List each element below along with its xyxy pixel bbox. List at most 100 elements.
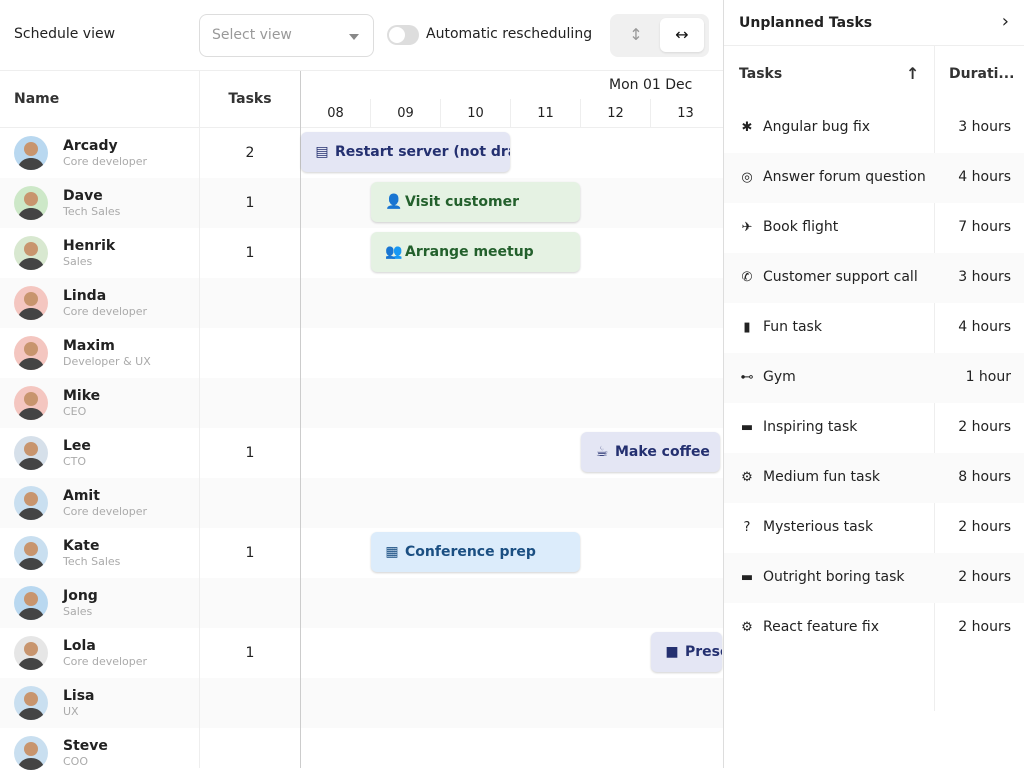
event-bar[interactable]: ▤ Restart server (not dra (301, 132, 510, 172)
resource-name: Kate (63, 538, 100, 554)
resource-row[interactable]: Maxim Developer & UX (0, 328, 724, 378)
task-duration: 2 hours (958, 569, 1011, 585)
unplanned-task-row[interactable]: ⚙ React feature fix 2 hours (724, 603, 1024, 653)
unplanned-task-row[interactable]: ⚙ Medium fun task 8 hours (724, 453, 1024, 503)
hour-header: 10 (440, 99, 510, 128)
unplanned-task-row[interactable]: ✆ Customer support call 3 hours (724, 253, 1024, 303)
task-duration: 4 hours (958, 169, 1011, 185)
unplanned-task-row[interactable]: ✱ Angular bug fix 3 hours (724, 103, 1024, 153)
toolbar: Schedule view Select view Automatic resc… (0, 0, 724, 71)
unplanned-task-row[interactable]: ⊷ Gym 1 hour (724, 353, 1024, 403)
resource-name: Jong (63, 588, 98, 604)
life-ring-icon: ◎ (741, 170, 753, 185)
avatar (14, 586, 48, 620)
task-duration: 3 hours (958, 119, 1011, 135)
unplanned-task-row[interactable]: ▮ Fun task 4 hours (724, 303, 1024, 353)
event-name: Conference prep (405, 544, 536, 560)
event-bar[interactable]: 👤 Visit customer (371, 182, 580, 222)
coffee-icon: ☕ (595, 444, 609, 460)
event-bar[interactable]: ■ Presentation (651, 632, 722, 672)
avatar (14, 336, 48, 370)
resource-role: CTO (63, 455, 87, 468)
task-duration: 4 hours (958, 319, 1011, 335)
resource-role: CEO (63, 405, 87, 418)
unplanned-task-row[interactable]: ▬ Inspiring task 2 hours (724, 403, 1024, 453)
panel-header: Unplanned Tasks › (724, 0, 1024, 46)
name-column-header[interactable]: Name (14, 91, 60, 107)
hour-header: 11 (510, 99, 580, 128)
task-name: Customer support call (763, 269, 918, 285)
tasks-column-header[interactable]: Tasks (228, 91, 272, 107)
unplanned-task-row[interactable]: ▬ Outright boring task 2 hours (724, 553, 1024, 603)
resource-name: Lee (63, 438, 91, 454)
unplanned-tasks-panel: Unplanned Tasks › Tasks ↑ Durati... ✱ Ang… (723, 0, 1024, 768)
task-name: Answer forum question (763, 169, 926, 185)
task-name: Gym (763, 369, 796, 385)
view-select[interactable]: Select view (199, 14, 374, 57)
task-duration: 2 hours (958, 519, 1011, 535)
date-header: Mon 01 Dec (609, 77, 693, 93)
sort-ascending-icon[interactable]: ↑ (906, 64, 920, 83)
task-name: Angular bug fix (763, 119, 871, 135)
unplanned-task-row[interactable]: ✈ Book flight 7 hours (724, 203, 1024, 253)
duration-column-header[interactable]: Durati... (949, 66, 1015, 82)
grid-header: Name Tasks Mon 01 Dec 08 09 10 11 12 13 (0, 71, 724, 128)
resource-row[interactable]: Jong Sales (0, 578, 724, 628)
resource-name: Amit (63, 488, 100, 504)
resource-row[interactable]: Linda Core developer (0, 278, 724, 328)
resource-role: Core developer (63, 505, 148, 518)
divider (199, 71, 200, 768)
resource-role: Developer & UX (63, 355, 151, 368)
resource-role: Sales (63, 605, 93, 618)
unplanned-task-row[interactable]: ◎ Answer forum question 4 hours (724, 153, 1024, 203)
hour-header: 09 (370, 99, 440, 128)
event-name: Restart server (not dra (335, 144, 510, 160)
avatar (14, 436, 48, 470)
event-bar[interactable]: 👥 Arrange meetup (371, 232, 580, 272)
resource-row[interactable]: Dave Tech Sales 1 (0, 178, 724, 228)
event-name: Visit customer (405, 194, 519, 210)
tasks-column-header[interactable]: Tasks (739, 66, 783, 82)
resource-row[interactable]: Lola Core developer 1 (0, 628, 724, 678)
task-duration: 7 hours (958, 219, 1011, 235)
gear-icon: ⚙ (741, 470, 753, 485)
panel-title: Unplanned Tasks (739, 15, 873, 31)
avatar (14, 386, 48, 420)
event-bar[interactable]: ▦ Conference prep (371, 532, 580, 572)
resource-row[interactable]: Kate Tech Sales 1 (0, 528, 724, 578)
resource-name: Linda (63, 288, 107, 304)
task-count: 2 (245, 145, 255, 161)
resource-row[interactable]: Arcady Core developer 2 (0, 128, 724, 178)
resource-row[interactable]: Mike CEO (0, 378, 724, 428)
arrows-vertical-icon[interactable]: ↕ (629, 25, 643, 44)
resource-name: Dave (63, 188, 103, 204)
unplanned-task-row[interactable]: ? Mysterious task 2 hours (724, 503, 1024, 553)
hour-header: 13 (650, 99, 720, 128)
resource-name: Mike (63, 388, 101, 404)
resource-row[interactable]: Amit Core developer (0, 478, 724, 528)
splitter[interactable] (300, 71, 301, 768)
select-placeholder: Select view (212, 27, 292, 43)
resource-name: Steve (63, 738, 108, 754)
gear-icon: ⚙ (741, 620, 753, 635)
resource-row[interactable]: Steve COO (0, 728, 724, 778)
task-count: 1 (245, 445, 255, 461)
resource-row[interactable]: Lee CTO 1 (0, 428, 724, 478)
resource-role: Tech Sales (63, 555, 121, 568)
chevron-down-icon (349, 34, 359, 45)
resource-name: Henrik (63, 238, 116, 254)
mug-icon: ▮ (743, 320, 751, 335)
resource-row[interactable]: Lisa UX (0, 678, 724, 728)
task-count: 1 (245, 545, 255, 561)
book-icon: ▬ (740, 420, 754, 435)
arrows-horizontal-icon[interactable]: ↔ (660, 18, 704, 52)
avatar (14, 636, 48, 670)
resource-row[interactable]: Henrik Sales 1 (0, 228, 724, 278)
event-bar[interactable]: ☕ Make coffee (581, 432, 720, 472)
dumbbell-icon: ⊷ (740, 370, 754, 385)
auto-reschedule-toggle[interactable] (387, 25, 419, 45)
bug-icon: ✱ (741, 120, 753, 135)
chevron-right-icon[interactable]: › (1001, 11, 1009, 32)
avatar (14, 286, 48, 320)
task-duration: 2 hours (958, 419, 1011, 435)
